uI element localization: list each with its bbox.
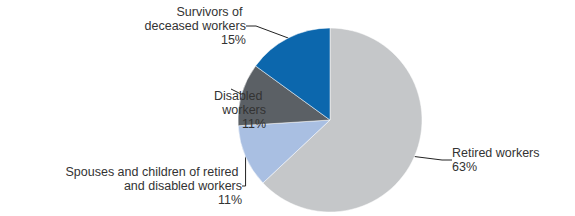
svg-text:Survivors of: Survivors of [177,5,246,19]
svg-text:Spouses and children of retire: Spouses and children of retired [66,165,243,179]
svg-text:deceased workers: deceased workers [145,19,246,33]
svg-text:15%: 15% [221,33,246,47]
svg-text:11%: 11% [218,193,242,207]
svg-text:Disabled: Disabled [214,89,266,103]
svg-text:Retired workers: Retired workers [452,146,540,160]
svg-text:63%: 63% [452,160,477,174]
svg-text:and disabled workers: and disabled workers [124,179,242,193]
svg-text:11%: 11% [242,117,266,131]
svg-text:workers: workers [221,103,266,117]
